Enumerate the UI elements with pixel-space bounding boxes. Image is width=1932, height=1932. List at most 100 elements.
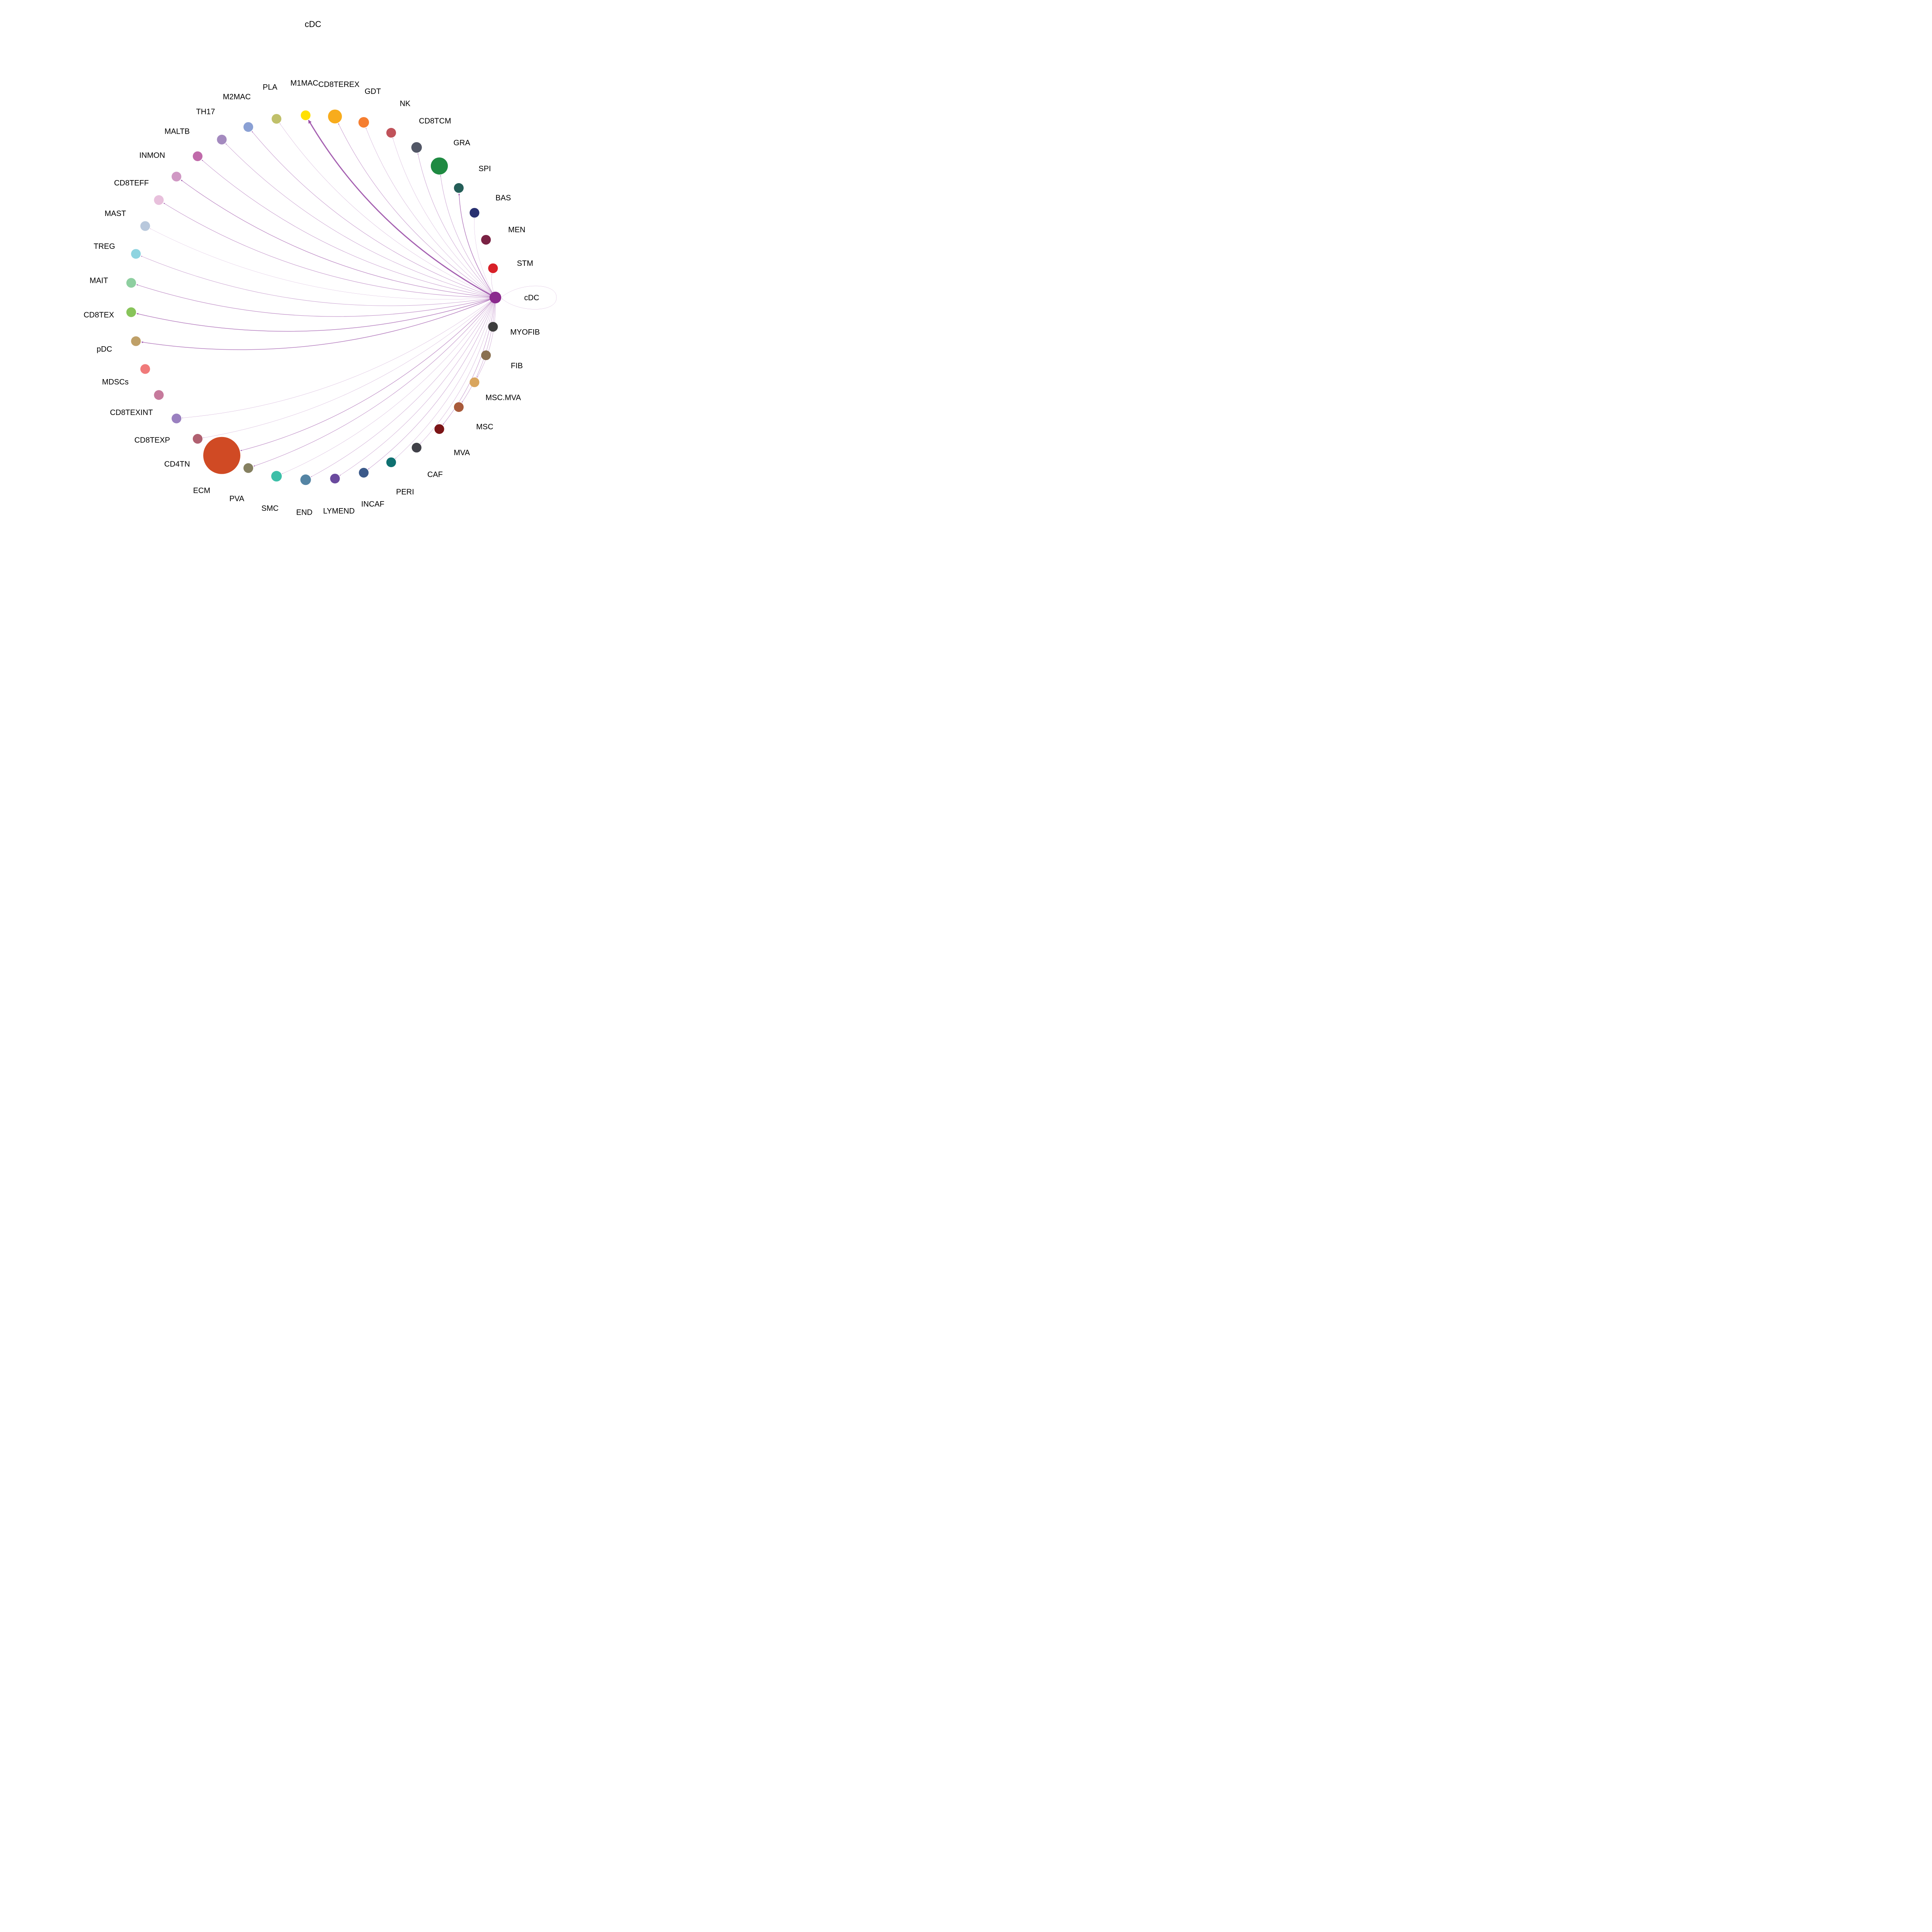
edge-cdc-to-m2mac: [252, 131, 496, 298]
network-plot: cDC cDC MYOFIB FIB MSC.MVA MSC MVA CAF PERI INCA…: [83, 19, 557, 517]
node-incaf: [359, 468, 369, 478]
edge-cdc-to-msc-mva: [477, 297, 496, 378]
node-label: PLA: [263, 83, 277, 92]
node-maltb: [192, 151, 203, 161]
node-label: M2MAC: [223, 93, 251, 101]
node-cd8tex: [126, 307, 136, 317]
edge-cdc-to-spi: [458, 193, 496, 298]
node-label: TREG: [94, 242, 115, 251]
node-cd8teff: [154, 195, 164, 205]
node-spi: [454, 183, 464, 193]
edge-cdc-to-cdc: [501, 286, 557, 310]
node-m1mac: [301, 110, 311, 120]
node-myofib: [488, 322, 498, 332]
nodes-layer: [126, 109, 502, 485]
edge-cdc-to-incaf: [368, 297, 496, 469]
chart-title: cDC: [305, 19, 321, 29]
network-figure: cDC cDC MYOFIB FIB MSC.MVA MSC MVA CAF PERI INCA…: [0, 0, 603, 603]
node-mdscs: [140, 364, 150, 374]
node-cd4tn: [192, 434, 203, 444]
edge-cdc-to-mva: [442, 297, 496, 425]
node-cd8terex: [328, 109, 342, 124]
edge-cdc-to-inmon: [181, 180, 496, 298]
edge-cdc-to-cd8texp: [182, 297, 496, 418]
node-label: CD8TEREX: [318, 80, 360, 89]
node-label: CD8TEXINT: [110, 408, 153, 417]
edge-cdc-to-cd8terex: [338, 123, 496, 298]
node-label: INMON: [139, 151, 165, 160]
node-cdc: [489, 291, 502, 304]
node-label: M1MAC: [290, 79, 318, 87]
edge-cdc-to-mait: [136, 284, 496, 317]
edge-cdc-to-ecm: [240, 297, 496, 451]
node-ecm: [203, 437, 240, 474]
edge-cdc-to-m1mac: [308, 120, 496, 298]
node-label: CD8TEFF: [114, 179, 149, 187]
edge-cdc-to-pla: [279, 123, 496, 298]
node-label: MVA: [454, 449, 470, 457]
edges-layer: [136, 120, 557, 477]
node-lymend: [330, 473, 340, 484]
edge-cdc-to-pva: [253, 297, 496, 467]
node-label: CD8TCM: [419, 117, 451, 125]
edge-cdc-to-cd4tn: [203, 297, 496, 438]
node-label: ECM: [193, 486, 210, 495]
node-label: END: [296, 509, 312, 517]
node-caf: [412, 442, 422, 453]
node-label: INCAF: [361, 500, 384, 509]
node-label: MSC.MVA: [485, 393, 521, 402]
node-cd8texp: [172, 413, 182, 423]
node-label: CD4TN: [164, 460, 190, 469]
node-fib: [481, 350, 491, 361]
node-label: MAIT: [90, 276, 108, 285]
edge-cdc-to-cd8tex: [136, 297, 496, 332]
node-nk: [386, 128, 396, 138]
edge-cdc-to-treg: [141, 256, 496, 306]
node-mva: [434, 424, 444, 434]
node-gdt: [358, 117, 369, 128]
node-pdc: [131, 336, 141, 346]
node-label: STM: [517, 259, 533, 268]
node-pla: [272, 114, 282, 124]
node-label: TH17: [196, 107, 215, 116]
node-label: LYMEND: [323, 507, 355, 515]
edge-cdc-to-gra: [440, 175, 496, 298]
edge-cdc-to-mast: [150, 228, 496, 300]
node-label: SMC: [262, 504, 279, 513]
edge-cdc-to-maltb: [202, 160, 496, 298]
edge-cdc-to-gdt: [366, 128, 496, 298]
node-pva: [243, 463, 253, 473]
node-label: FIB: [511, 362, 523, 370]
node-label: cDC: [524, 294, 539, 302]
node-label: GDT: [365, 87, 381, 96]
node-peri: [386, 457, 396, 468]
edge-cdc-to-end: [311, 297, 496, 477]
node-label: MAST: [105, 209, 126, 218]
node-label: CD8TEX: [83, 311, 114, 320]
node-label: MYOFIB: [510, 328, 540, 337]
edge-cdc-to-cd8teff: [163, 202, 496, 298]
node-label: PVA: [230, 495, 245, 503]
node-msc-mva: [469, 377, 480, 387]
node-label: MALTB: [165, 127, 190, 136]
node-end: [300, 474, 311, 485]
node-m2mac: [243, 122, 253, 132]
node-label: MSC: [476, 423, 493, 431]
node-cd8tcm: [411, 142, 422, 153]
edge-cdc-to-nk: [393, 138, 496, 298]
node-mait: [126, 278, 136, 288]
node-label: SPI: [478, 165, 491, 173]
edge-cdc-to-th17: [225, 143, 496, 298]
node-men: [481, 235, 491, 245]
node-label: pDC: [97, 345, 112, 354]
edge-cdc-to-pdc: [141, 297, 496, 350]
node-label: MDSCs: [102, 378, 129, 386]
edge-cdc-to-lymend: [339, 297, 496, 476]
edge-cdc-to-bas: [474, 218, 496, 298]
node-stm: [488, 263, 498, 273]
node-label: GRA: [453, 139, 470, 147]
node-treg: [131, 249, 141, 259]
node-label: PERI: [396, 488, 414, 496]
node-cd8texint: [154, 390, 164, 400]
edge-cdc-to-smc: [282, 297, 496, 474]
